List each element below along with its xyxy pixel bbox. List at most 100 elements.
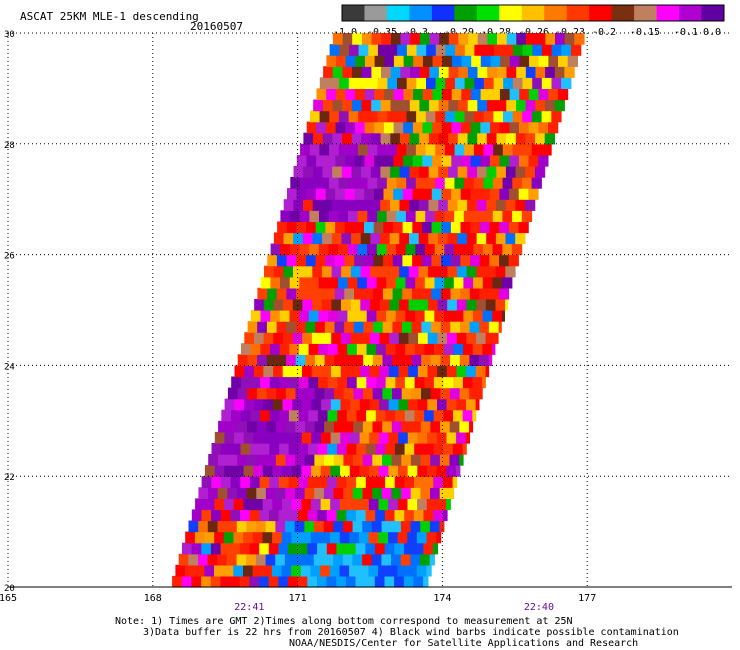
swath-cell bbox=[376, 310, 387, 322]
swath-cell bbox=[345, 121, 356, 134]
swath-cell bbox=[268, 542, 280, 555]
swath-cell bbox=[188, 553, 199, 566]
swath-cell bbox=[308, 376, 319, 389]
swath-cell bbox=[288, 509, 299, 522]
swath-cell bbox=[535, 33, 546, 45]
swath-cell bbox=[474, 77, 485, 89]
swath-cell bbox=[366, 409, 377, 422]
swath-cell bbox=[495, 332, 499, 344]
swath-cell bbox=[371, 66, 382, 78]
swath-cell bbox=[290, 210, 301, 222]
swath-cell bbox=[376, 343, 387, 355]
swath-cell bbox=[382, 387, 393, 400]
swath-cell bbox=[522, 77, 533, 89]
swath-cell bbox=[436, 465, 447, 477]
swath-cell bbox=[429, 553, 435, 566]
swath-cell bbox=[373, 287, 384, 300]
swath-cell bbox=[307, 476, 319, 488]
swath-cell bbox=[422, 88, 433, 101]
swath-cell bbox=[503, 44, 514, 56]
swath-cell bbox=[250, 409, 261, 422]
swath-cell bbox=[237, 354, 248, 366]
swath-cell bbox=[402, 188, 414, 200]
swath-cell bbox=[394, 509, 405, 522]
swath-cell bbox=[307, 542, 318, 555]
swath-cell bbox=[208, 454, 219, 466]
swath-cell bbox=[441, 221, 452, 234]
swath-cell bbox=[525, 99, 536, 112]
swath-cell bbox=[344, 221, 355, 234]
x-tick-label: 174 bbox=[433, 593, 451, 604]
swath-cell bbox=[459, 387, 470, 400]
swath-cell bbox=[249, 476, 261, 488]
swath-cell bbox=[355, 542, 366, 555]
swath-cell bbox=[320, 531, 331, 544]
swath-cell bbox=[446, 398, 457, 411]
swath-cell bbox=[342, 132, 353, 145]
swath-cell bbox=[398, 398, 409, 411]
swath-cell bbox=[410, 66, 421, 78]
swath-cell bbox=[428, 132, 440, 145]
swath-cell bbox=[349, 431, 361, 444]
swath-cell bbox=[324, 321, 336, 333]
swath-cell bbox=[382, 354, 393, 366]
swath-cell bbox=[399, 232, 410, 245]
swath-cell bbox=[344, 188, 356, 200]
swath-cell bbox=[389, 298, 400, 311]
swath-cell bbox=[259, 443, 271, 455]
colorbar-swatch bbox=[701, 5, 725, 21]
swath-cell bbox=[358, 110, 369, 123]
swath-cell bbox=[437, 298, 448, 311]
swath-cell bbox=[309, 276, 320, 289]
swath-cell bbox=[395, 276, 407, 289]
swath-cell bbox=[397, 77, 408, 89]
swath-cell bbox=[407, 498, 418, 511]
swath-cell bbox=[487, 99, 498, 112]
swath-cell bbox=[214, 431, 226, 444]
swath-cell bbox=[304, 454, 315, 466]
swath-cell bbox=[256, 520, 267, 533]
swath-cell bbox=[268, 575, 279, 588]
swath-cell bbox=[460, 221, 471, 234]
swath-cell bbox=[377, 210, 388, 222]
swath-cell bbox=[334, 321, 345, 333]
swath-cell bbox=[480, 55, 492, 67]
swath-cell bbox=[380, 199, 391, 211]
swath-cell bbox=[275, 553, 286, 566]
y-tick-label: 22 bbox=[4, 473, 15, 483]
swath-cell bbox=[243, 498, 254, 511]
swath-cell bbox=[313, 553, 325, 566]
swath-cell bbox=[347, 310, 358, 322]
swath-cell bbox=[339, 498, 351, 511]
swath-cell bbox=[296, 287, 307, 300]
swath-cell bbox=[332, 199, 343, 211]
swath-cell bbox=[432, 542, 438, 555]
swath-cell bbox=[421, 321, 432, 333]
swath-cell bbox=[479, 287, 490, 300]
swath-cell bbox=[270, 343, 281, 355]
swath-cell bbox=[400, 99, 411, 112]
swath-cell bbox=[406, 77, 417, 89]
swath-cell bbox=[439, 487, 450, 499]
swath-cell bbox=[291, 465, 303, 477]
swath-cell bbox=[343, 520, 354, 533]
swath-cell bbox=[324, 454, 335, 466]
swath-cell bbox=[201, 509, 212, 522]
swath-cell bbox=[217, 454, 229, 466]
swath-cell bbox=[465, 431, 470, 444]
swath-cell bbox=[472, 409, 477, 422]
swath-cell bbox=[296, 154, 308, 167]
swath-cell bbox=[346, 476, 357, 488]
swath-cell bbox=[306, 221, 317, 234]
swath-cell bbox=[339, 44, 350, 56]
swath-cell bbox=[397, 531, 408, 544]
swath-cell bbox=[363, 387, 374, 400]
swath-cell bbox=[388, 431, 399, 444]
swath-cell bbox=[243, 431, 254, 444]
swath-cell bbox=[363, 254, 375, 267]
swath-cell bbox=[266, 387, 277, 400]
swath-cell bbox=[459, 420, 470, 433]
swath-cell bbox=[276, 321, 287, 333]
swath-cell bbox=[402, 254, 413, 267]
swath-cell bbox=[295, 420, 306, 433]
